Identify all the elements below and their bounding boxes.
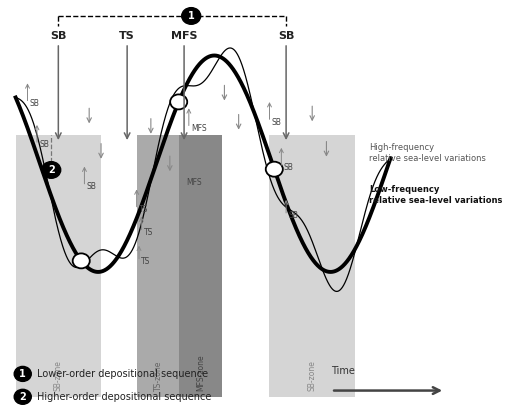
- Text: SB: SB: [40, 140, 49, 150]
- Text: SB: SB: [50, 31, 67, 41]
- Text: 2: 2: [19, 392, 26, 402]
- Text: SB: SB: [87, 182, 97, 191]
- Bar: [137, 134, 179, 397]
- Text: TS: TS: [139, 205, 148, 214]
- Text: SB-zone: SB-zone: [308, 360, 317, 391]
- Circle shape: [181, 8, 201, 24]
- Circle shape: [14, 389, 31, 404]
- Bar: [179, 134, 222, 397]
- Bar: [16, 134, 101, 397]
- Text: High-frequency
relative sea-level variations: High-frequency relative sea-level variat…: [369, 143, 486, 163]
- Text: MFS: MFS: [171, 31, 197, 41]
- Text: Time: Time: [331, 366, 355, 376]
- Bar: [269, 134, 355, 397]
- Text: TS: TS: [119, 31, 135, 41]
- Text: Lower-order depositional sequence: Lower-order depositional sequence: [37, 369, 208, 379]
- Text: Low-frequency
relative sea-level variations: Low-frequency relative sea-level variati…: [369, 185, 502, 205]
- Text: MFS: MFS: [191, 124, 207, 133]
- Text: SB: SB: [289, 211, 298, 220]
- Circle shape: [42, 162, 61, 178]
- Text: Higher-order depositional sequence: Higher-order depositional sequence: [37, 392, 211, 402]
- Text: TS: TS: [144, 228, 153, 237]
- Text: TS-zone: TS-zone: [153, 360, 162, 391]
- Text: SB: SB: [284, 163, 294, 172]
- Text: 1: 1: [188, 11, 194, 21]
- Text: SB: SB: [278, 31, 294, 41]
- Circle shape: [170, 94, 187, 109]
- Text: SB-zone: SB-zone: [54, 360, 63, 391]
- Text: MFS-zone: MFS-zone: [196, 354, 205, 391]
- Circle shape: [266, 162, 283, 177]
- Text: TS: TS: [141, 257, 151, 266]
- Text: SB: SB: [30, 99, 40, 108]
- Text: 1: 1: [19, 369, 26, 379]
- Circle shape: [14, 367, 31, 381]
- Text: MFS: MFS: [187, 178, 202, 187]
- Circle shape: [73, 253, 90, 268]
- Text: 2: 2: [48, 165, 55, 175]
- Text: SB: SB: [272, 118, 282, 127]
